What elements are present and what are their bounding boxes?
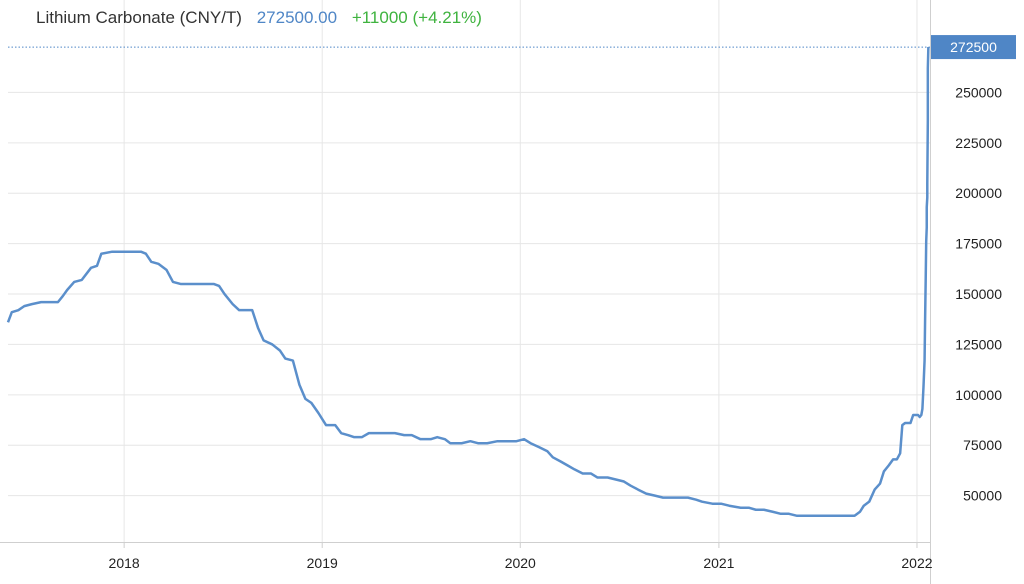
x-axis-ticks: 2018 2019 2020 2021 2022 xyxy=(109,542,933,571)
y-tick-label: 100000 xyxy=(955,387,1002,403)
chart-title: Lithium Carbonate (CNY/T) xyxy=(36,8,242,27)
last-price-badge-bg xyxy=(931,35,1016,60)
y-tick-label: 75000 xyxy=(963,437,1002,453)
last-price-badge: 272500 xyxy=(931,35,1016,60)
chart-header: Lithium Carbonate (CNY/T) 272500.00 +110… xyxy=(36,8,492,28)
last-price-badge-label: 272500 xyxy=(950,39,997,55)
current-price: 272500.00 xyxy=(256,8,338,27)
y-tick-label: 250000 xyxy=(955,84,1002,100)
x-tick-label: 2020 xyxy=(505,555,536,571)
x-tick-label: 2019 xyxy=(307,555,338,571)
chart-grid xyxy=(8,0,930,542)
y-tick-label: 50000 xyxy=(963,488,1002,504)
x-tick-label: 2018 xyxy=(109,555,140,571)
y-tick-label: 150000 xyxy=(955,286,1002,302)
price-series-line xyxy=(6,47,930,518)
chart-axes xyxy=(0,0,931,584)
y-tick-label: 200000 xyxy=(955,185,1002,201)
y-axis-ticks: 50000 75000 100000 125000 150000 175000 200000… xyxy=(955,84,1002,503)
y-tick-label: 225000 xyxy=(955,135,1002,151)
y-tick-label: 175000 xyxy=(955,236,1002,252)
price-change: +11000 (+4.21%) xyxy=(351,8,482,27)
x-tick-label: 2022 xyxy=(901,555,932,571)
x-tick-label: 2021 xyxy=(703,555,734,571)
y-tick-label: 125000 xyxy=(955,336,1002,352)
